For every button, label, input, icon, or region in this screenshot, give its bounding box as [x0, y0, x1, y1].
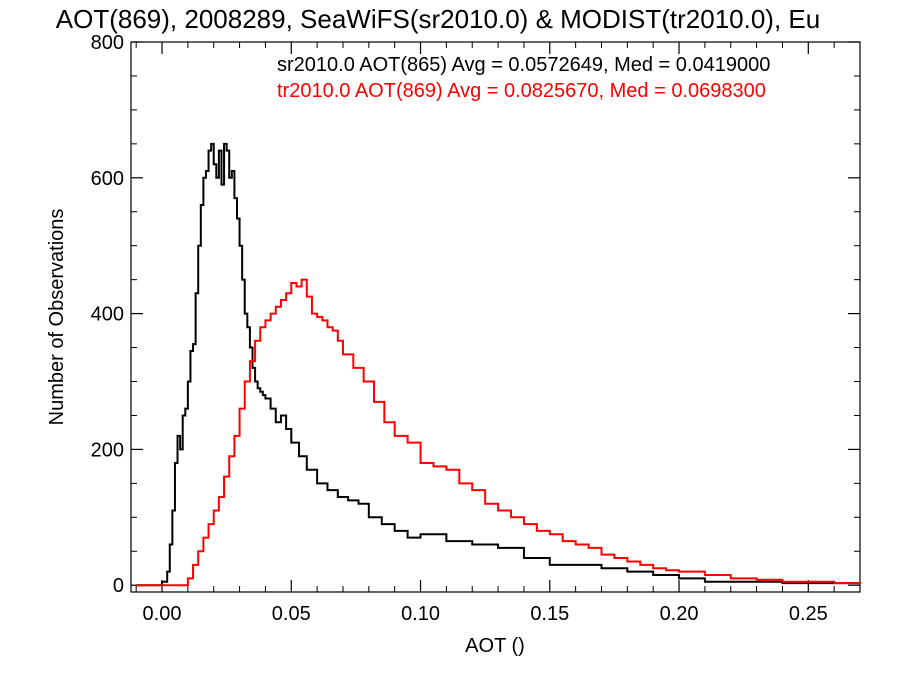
series-layer	[136, 142, 861, 587]
y-tick-label: 0	[113, 575, 124, 597]
x-tick-label: 0.20	[660, 603, 699, 625]
y-axis-label: Number of Observations	[46, 209, 68, 426]
x-tick-label: 0.25	[789, 603, 828, 625]
x-tick-label: 0.05	[272, 603, 311, 625]
axis-ticks: 0.00 0.05 0.10 0.15 0.20 0.25 0 200 400 600 800	[91, 32, 861, 625]
plot-frame	[130, 41, 861, 593]
stats-line-tr2010: tr2010.0 AOT(869) Avg = 0.0825670, Med =…	[277, 80, 766, 102]
y-tick-label: 400	[91, 304, 124, 326]
x-tick-label: 0.10	[401, 603, 440, 625]
series-line-0	[136, 142, 861, 587]
x-axis-label: AOT ()	[465, 635, 525, 657]
y-tick-label: 600	[91, 168, 124, 190]
chart-title: AOT(869), 2008289, SeaWiFS(sr2010.0) & M…	[56, 4, 820, 34]
x-tick-label: 0.00	[143, 603, 182, 625]
y-tick-label: 800	[91, 32, 124, 54]
stats-line-sr2010: sr2010.0 AOT(865) Avg = 0.0572649, Med =…	[277, 54, 770, 76]
x-tick-label: 0.15	[530, 603, 569, 625]
y-tick-label: 200	[91, 439, 124, 461]
series-line-1	[136, 278, 861, 587]
